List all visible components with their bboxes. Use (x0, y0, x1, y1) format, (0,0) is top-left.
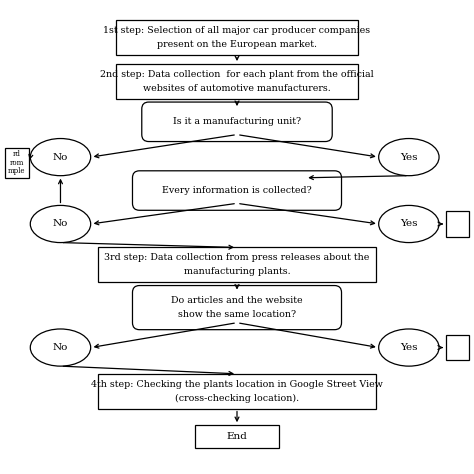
FancyBboxPatch shape (5, 147, 29, 178)
Text: Is it a manufacturing unit?: Is it a manufacturing unit? (173, 117, 301, 126)
FancyBboxPatch shape (446, 335, 469, 360)
Text: websites of automotive manufacturers.: websites of automotive manufacturers. (143, 84, 331, 93)
FancyBboxPatch shape (195, 425, 279, 448)
Text: (cross-checking location).: (cross-checking location). (175, 393, 299, 403)
Text: manufacturing plants.: manufacturing plants. (184, 267, 290, 276)
Ellipse shape (30, 205, 91, 243)
Text: No: No (53, 343, 68, 352)
Text: End: End (227, 432, 247, 441)
Text: rom: rom (9, 159, 24, 167)
FancyBboxPatch shape (98, 374, 376, 409)
FancyBboxPatch shape (132, 171, 341, 210)
Ellipse shape (30, 138, 91, 176)
Ellipse shape (379, 329, 439, 366)
Ellipse shape (379, 205, 439, 243)
Text: mple: mple (8, 167, 26, 175)
Ellipse shape (379, 138, 439, 176)
Text: No: No (53, 153, 68, 162)
Text: No: No (53, 219, 68, 228)
Text: Yes: Yes (400, 219, 418, 228)
Text: 3rd step: Data collection from press releases about the: 3rd step: Data collection from press rel… (104, 254, 370, 263)
Text: rd: rd (13, 150, 21, 158)
Text: 2nd step: Data collection  for each plant from the official: 2nd step: Data collection for each plant… (100, 70, 374, 79)
Text: Do articles and the website: Do articles and the website (171, 296, 303, 305)
Text: show the same location?: show the same location? (178, 310, 296, 319)
FancyBboxPatch shape (446, 211, 469, 237)
Text: present on the European market.: present on the European market. (157, 40, 317, 49)
Text: 1st step: Selection of all major car producer companies: 1st step: Selection of all major car pro… (103, 26, 371, 35)
FancyBboxPatch shape (116, 20, 358, 55)
Text: Every information is collected?: Every information is collected? (162, 186, 312, 195)
Ellipse shape (30, 329, 91, 366)
Text: 4th step: Checking the plants location in Google Street View: 4th step: Checking the plants location i… (91, 380, 383, 389)
FancyBboxPatch shape (132, 285, 341, 330)
FancyBboxPatch shape (142, 102, 332, 142)
Text: Yes: Yes (400, 153, 418, 162)
FancyBboxPatch shape (98, 247, 376, 283)
FancyBboxPatch shape (116, 64, 358, 99)
Text: Yes: Yes (400, 343, 418, 352)
